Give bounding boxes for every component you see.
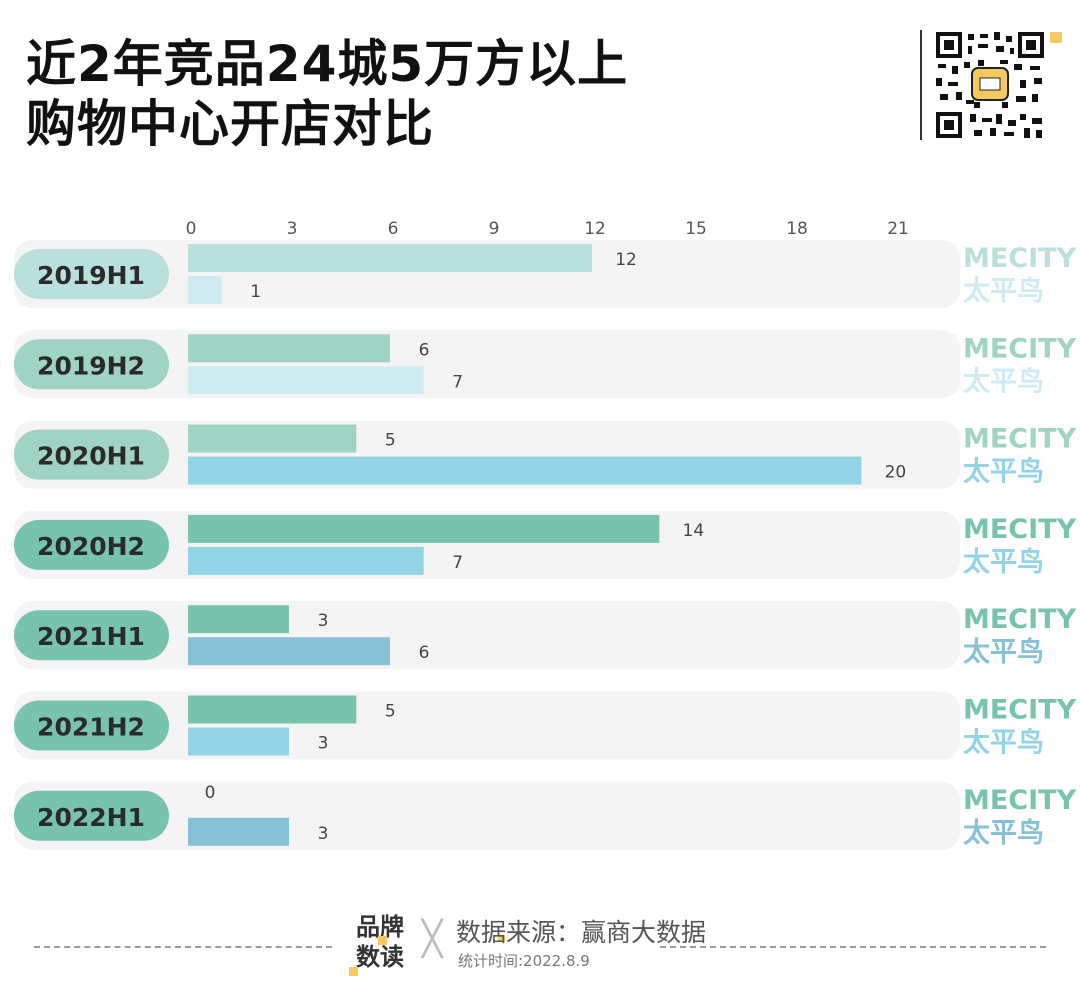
category-label: 2020H2 <box>37 532 145 561</box>
period-pill <box>14 790 169 841</box>
bar-mecity <box>188 514 660 543</box>
legend-label-mecity: MECITY <box>963 785 1077 816</box>
bar-mecity <box>188 605 290 634</box>
legend-label-mecity: MECITY <box>963 695 1077 726</box>
period-pill <box>14 610 169 661</box>
period-pill <box>14 339 169 390</box>
page-title: 近2年竞品24城5万方以上 购物中心开店对比 <box>26 34 628 154</box>
legend-label-taipingniao: 太平鸟 <box>963 546 1044 578</box>
x-tick-label: 0 <box>186 219 197 239</box>
accent-mark <box>1050 32 1062 43</box>
legend-label-mecity: MECITY <box>963 604 1077 635</box>
separator-x: ╳ <box>422 919 443 959</box>
period-pill <box>14 429 169 480</box>
value-label: 6 <box>419 340 430 360</box>
legend-label-taipingniao: 太平鸟 <box>963 456 1044 488</box>
category-label: 2021H2 <box>37 713 145 742</box>
brand-accent-dot <box>498 935 505 942</box>
value-label: 5 <box>385 431 396 451</box>
bar-taipingniao <box>188 456 862 485</box>
bar-taipingniao <box>188 637 391 666</box>
value-label: 3 <box>318 611 329 631</box>
x-tick-label: 21 <box>887 219 909 239</box>
value-label: 12 <box>615 250 637 270</box>
value-label: 14 <box>683 521 705 541</box>
category-label: 2019H2 <box>37 351 145 380</box>
legend-label-taipingniao: 太平鸟 <box>963 275 1044 307</box>
legend-label-taipingniao: 太平鸟 <box>963 727 1044 759</box>
data-source: 数据来源：赢商大数据 <box>456 918 707 947</box>
x-tick-label: 3 <box>287 219 298 239</box>
period-pill <box>14 249 169 299</box>
title-line-1: 近2年竞品24城5万方以上 <box>26 35 629 93</box>
legend-label-taipingniao: 太平鸟 <box>963 817 1044 849</box>
category-label: 2021H1 <box>37 622 145 651</box>
value-label: 7 <box>452 553 463 573</box>
brand-accent-dot <box>349 967 358 976</box>
bar-taipingniao <box>188 276 222 304</box>
brand-logo-line-2: 数读 <box>356 943 404 971</box>
bar-mecity <box>188 244 593 272</box>
category-label: 2019H1 <box>37 261 145 290</box>
x-tick-label: 18 <box>786 219 808 239</box>
category-label: 2022H1 <box>37 803 145 832</box>
value-label: 0 <box>205 783 216 803</box>
bar-taipingniao <box>188 817 290 846</box>
x-tick-label: 9 <box>489 219 500 239</box>
bar-mecity <box>188 695 357 724</box>
bar-mecity <box>188 424 357 453</box>
x-tick-label: 6 <box>388 219 399 239</box>
period-pill <box>14 519 169 570</box>
divider <box>920 30 922 140</box>
value-label: 6 <box>419 643 430 663</box>
legend-label-mecity: MECITY <box>963 514 1077 545</box>
legend-label-taipingniao: 太平鸟 <box>963 365 1044 397</box>
title-line-2: 购物中心开店对比 <box>26 95 434 153</box>
category-label: 2020H1 <box>37 442 145 471</box>
period-pill <box>14 700 169 751</box>
legend-label-mecity: MECITY <box>963 333 1077 364</box>
footer-divider-left <box>34 946 332 948</box>
value-label: 7 <box>452 372 463 392</box>
bar-taipingniao <box>188 546 424 575</box>
value-label: 1 <box>250 282 261 302</box>
value-label: 3 <box>318 734 329 754</box>
bar-chart: 0 3 6 9 12 15 18 212019H1121MECITY太平鸟2019H267ME… <box>14 219 1077 850</box>
bar-mecity <box>188 334 391 363</box>
bar-taipingniao <box>188 366 424 395</box>
brand-accent-dot <box>378 936 387 945</box>
value-label: 20 <box>885 463 907 483</box>
legend-label-mecity: MECITY <box>963 424 1077 455</box>
legend-label-taipingniao: 太平鸟 <box>963 636 1044 668</box>
value-label: 3 <box>318 824 329 844</box>
qr-code-icon <box>934 30 1046 140</box>
legend-label-mecity: MECITY <box>963 243 1077 274</box>
stat-date: 统计时间:2022.8.9 <box>458 952 590 970</box>
x-tick-label: 12 <box>584 219 606 239</box>
x-tick-label: 15 <box>685 219 707 239</box>
bar-taipingniao <box>188 727 290 756</box>
value-label: 5 <box>385 702 396 722</box>
footer-divider-right <box>660 946 1046 948</box>
